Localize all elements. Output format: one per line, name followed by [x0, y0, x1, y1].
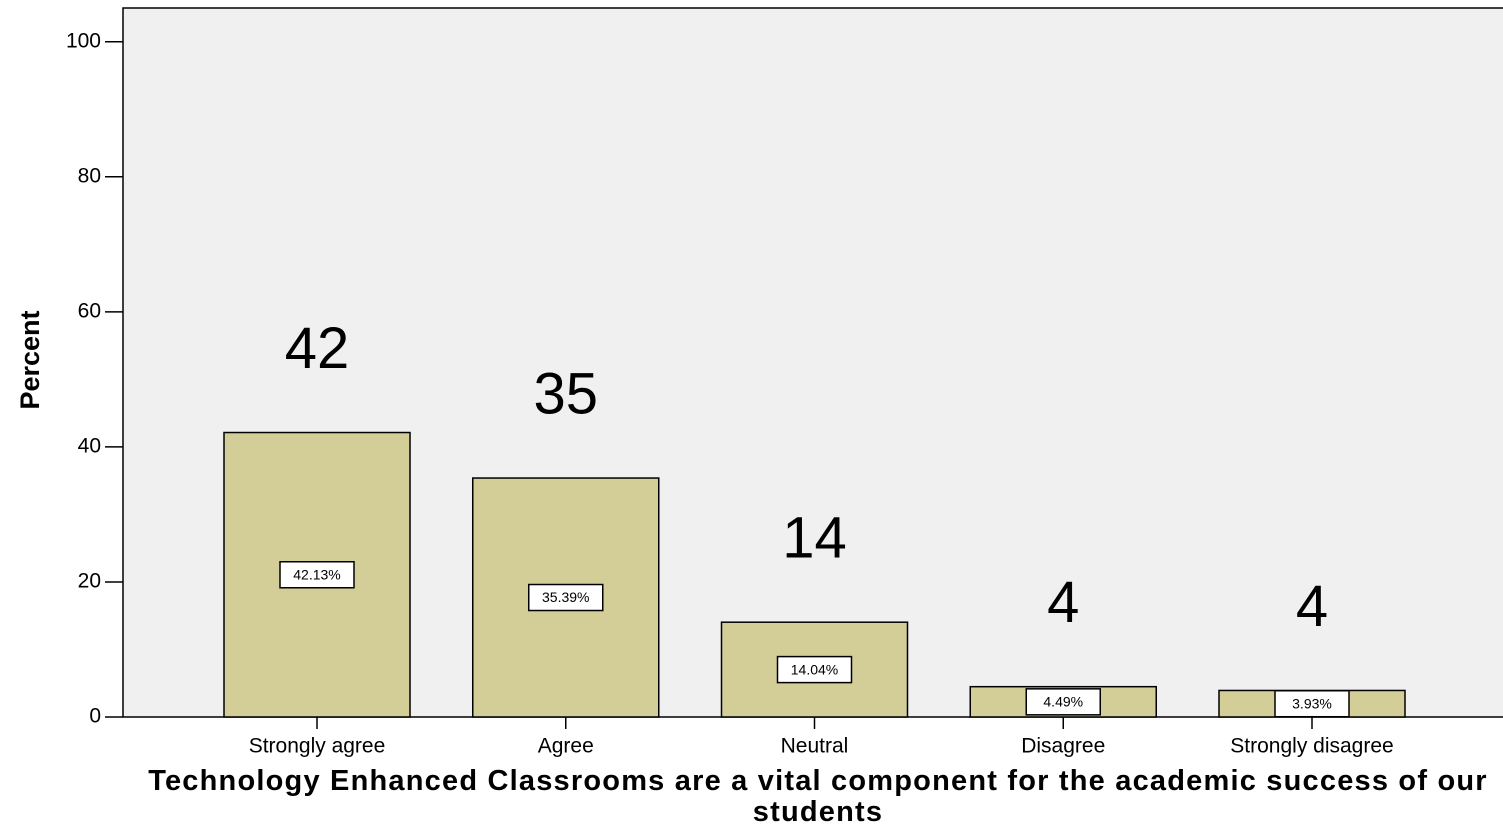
value-label-box — [528, 583, 604, 612]
x-axis-label: Technology Enhanced Classrooms are a vit… — [148, 765, 1488, 828]
value-label: 14.04% — [791, 661, 838, 677]
value-label: 35.39% — [542, 589, 589, 605]
x-tick-label: Agree — [538, 735, 594, 758]
value-label: 3.93% — [1292, 695, 1332, 711]
x-tick-label: Strongly agree — [249, 735, 386, 758]
y-tick-label: 40 — [78, 434, 101, 457]
bar — [472, 477, 660, 718]
y-tick-label: 80 — [78, 164, 101, 187]
y-axis-label: Percent — [15, 310, 45, 409]
value-label-box — [1274, 689, 1350, 718]
y-tick-label: 0 — [89, 705, 101, 728]
bar — [720, 621, 909, 718]
annotation: 35 — [533, 361, 598, 426]
value-label-box — [279, 561, 355, 589]
annotation: 4 — [1047, 570, 1079, 635]
y-tick-label: 60 — [78, 299, 101, 322]
annotation: 42 — [285, 316, 350, 381]
x-tick-label: Neutral — [781, 735, 849, 758]
value-label-box — [1025, 688, 1101, 716]
annotation: 14 — [782, 506, 847, 571]
value-label: 4.49% — [1043, 694, 1083, 710]
x-tick-label: Strongly disagree — [1230, 735, 1393, 758]
value-label-box — [776, 655, 853, 684]
y-tick-label: 100 — [66, 29, 101, 52]
y-tick-label: 20 — [78, 569, 101, 592]
value-label: 42.13% — [293, 566, 340, 582]
x-tick-label: Disagree — [1021, 735, 1105, 758]
annotation: 4 — [1296, 574, 1328, 639]
